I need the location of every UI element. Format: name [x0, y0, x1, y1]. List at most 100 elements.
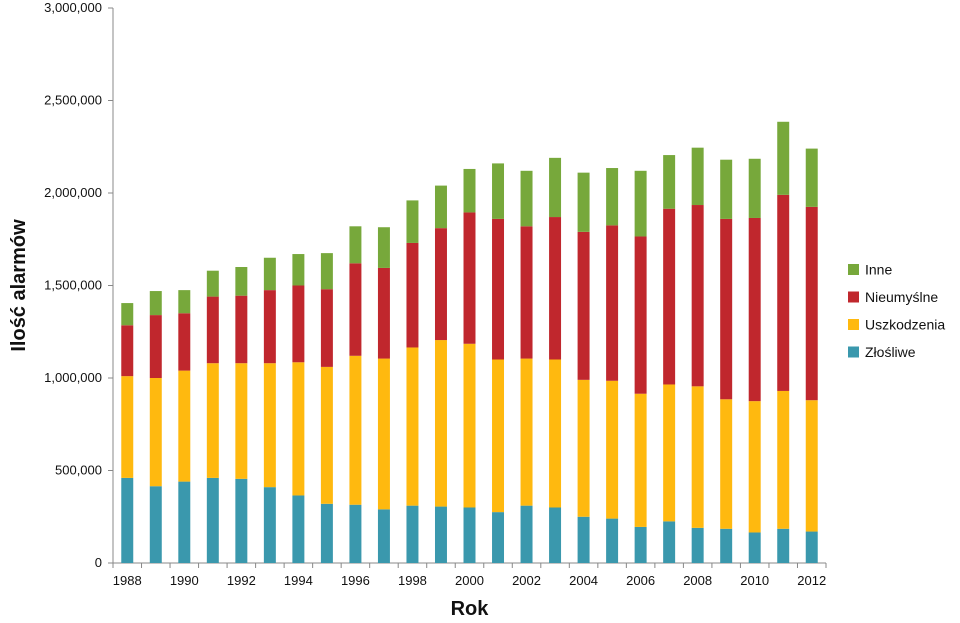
bar-1989-series-3 — [149, 291, 162, 316]
x-tick-label: 1992 — [227, 573, 256, 588]
bar-2007-series-0 — [663, 521, 676, 563]
y-tick-label: 2,000,000 — [44, 185, 102, 200]
x-tick-label: 2006 — [626, 573, 655, 588]
bar-1993-series-2 — [263, 290, 276, 364]
bar-1990-series-0 — [178, 481, 191, 563]
bar-2000-series-2 — [463, 212, 476, 344]
bar-1993-series-0 — [263, 487, 276, 563]
bar-2000-series-0 — [463, 507, 476, 563]
bar-2009-series-3 — [720, 159, 733, 219]
bars — [121, 121, 818, 563]
bar-2006-series-0 — [634, 526, 647, 563]
x-tick-label: 2008 — [683, 573, 712, 588]
bar-2001-series-1 — [492, 359, 505, 513]
bar-1989-series-0 — [149, 486, 162, 563]
bar-2002-series-2 — [520, 226, 533, 359]
bar-1999-series-1 — [434, 340, 447, 507]
x-tick-label: 2002 — [512, 573, 541, 588]
y-axis-title: Ilość alarmów — [8, 219, 30, 352]
x-tick-label: 1998 — [398, 573, 427, 588]
bar-2011-series-1 — [777, 390, 790, 529]
bar-2007-series-3 — [663, 155, 676, 209]
x-tick-label: 1994 — [284, 573, 313, 588]
bar-1988-series-1 — [121, 376, 134, 478]
x-tick-label: 1988 — [113, 573, 142, 588]
bar-2006-series-1 — [634, 393, 647, 527]
bar-1992-series-0 — [235, 478, 248, 563]
x-tick-label: 2000 — [455, 573, 484, 588]
bar-1992-series-1 — [235, 363, 248, 479]
bar-1999-series-3 — [434, 185, 447, 229]
bar-1996-series-1 — [349, 355, 362, 505]
bar-2012-series-3 — [805, 148, 818, 207]
bar-1991-series-3 — [206, 270, 219, 297]
bar-1988-series-2 — [121, 325, 134, 377]
bar-2008-series-3 — [691, 147, 704, 206]
legend-swatch-2 — [848, 291, 859, 303]
bar-2008-series-0 — [691, 527, 704, 563]
bar-1998-series-3 — [406, 200, 419, 243]
bar-1996-series-0 — [349, 504, 362, 563]
bar-1988-series-0 — [121, 477, 134, 563]
bar-2003-series-1 — [549, 359, 562, 508]
legend-swatch-3 — [848, 264, 859, 275]
bar-2012-series-1 — [805, 400, 818, 532]
bar-2003-series-2 — [549, 217, 562, 360]
bar-2011-series-3 — [777, 121, 790, 195]
y-tick-label: 0 — [95, 555, 102, 570]
bar-1994-series-3 — [292, 254, 305, 286]
y-tick-label: 500,000 — [55, 463, 102, 478]
bar-2009-series-2 — [720, 218, 733, 400]
bar-2005-series-2 — [606, 225, 619, 381]
y-axis: 0 500,000 1,000,000 1,500,000 2,000,000 2,500… — [44, 0, 114, 570]
x-axis: 1988 1990 1992 1994 1996 1998 2000 2002 2004 2006… — [112, 562, 827, 588]
bar-1999-series-2 — [434, 228, 447, 341]
bar-1990-series-2 — [178, 313, 191, 371]
x-axis-title: Rok — [451, 598, 490, 620]
bar-2004-series-0 — [577, 516, 590, 563]
bar-1996-series-3 — [349, 226, 362, 264]
bar-1995-series-0 — [320, 503, 333, 563]
legend-swatch-1 — [848, 319, 859, 330]
bar-2004-series-1 — [577, 379, 590, 517]
bar-2001-series-2 — [492, 218, 505, 360]
bar-1994-series-1 — [292, 362, 305, 496]
bar-1990-series-1 — [178, 370, 191, 482]
legend-label-0: Złośliwe — [865, 344, 916, 360]
bar-2004-series-2 — [577, 231, 590, 380]
bar-1994-series-0 — [292, 495, 305, 563]
bar-2007-series-2 — [663, 208, 676, 385]
bar-1996-series-2 — [349, 263, 362, 356]
y-tick-label: 1,500,000 — [44, 278, 102, 293]
legend-label-2: Nieumyślne — [865, 289, 938, 305]
bar-1991-series-0 — [206, 477, 219, 563]
bar-1988-series-3 — [121, 303, 134, 326]
legend-swatch-0 — [848, 346, 859, 358]
bar-2010-series-1 — [748, 401, 761, 533]
bar-2008-series-1 — [691, 386, 704, 528]
bar-1998-series-1 — [406, 347, 419, 506]
bar-1992-series-2 — [235, 295, 248, 364]
bar-2009-series-0 — [720, 528, 733, 563]
bar-2008-series-2 — [691, 205, 704, 387]
bar-2005-series-0 — [606, 518, 619, 563]
bar-1993-series-3 — [263, 257, 276, 291]
bar-2009-series-1 — [720, 399, 733, 529]
bar-2012-series-0 — [805, 531, 818, 563]
bar-2005-series-3 — [606, 168, 619, 226]
x-tick-label: 1990 — [170, 573, 199, 588]
bar-1995-series-2 — [320, 289, 333, 367]
bar-2001-series-0 — [492, 512, 505, 563]
bar-2002-series-0 — [520, 505, 533, 563]
bar-2005-series-1 — [606, 380, 619, 519]
legend-label-3: Inne — [865, 262, 892, 278]
bar-1997-series-1 — [377, 358, 390, 510]
bar-2000-series-1 — [463, 343, 476, 508]
bar-2012-series-2 — [805, 206, 818, 401]
bar-1998-series-2 — [406, 242, 419, 348]
bar-2006-series-3 — [634, 170, 647, 237]
bar-2006-series-2 — [634, 236, 647, 394]
bar-1997-series-3 — [377, 227, 390, 268]
bar-1992-series-3 — [235, 267, 248, 296]
